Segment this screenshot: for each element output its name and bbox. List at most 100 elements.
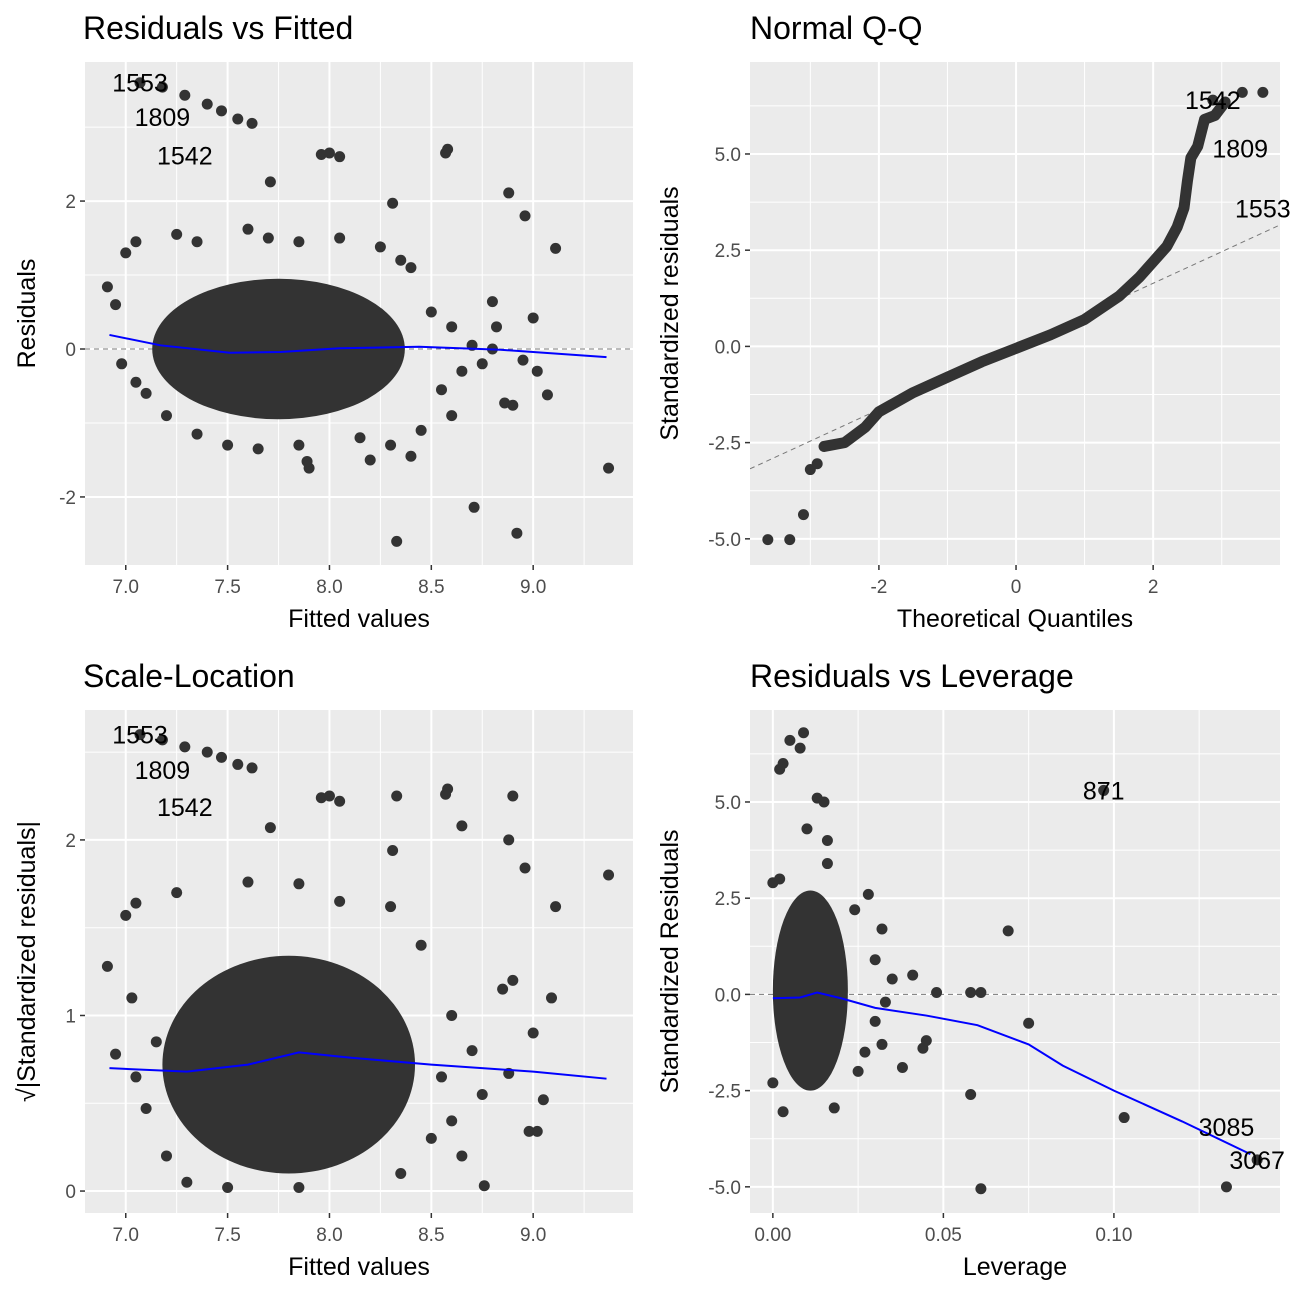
data-point <box>264 822 276 834</box>
y-tick-label: 2.5 <box>715 241 741 262</box>
data-point <box>156 734 168 746</box>
data-point <box>134 729 146 741</box>
point-label: 3085 <box>1199 1114 1255 1142</box>
x-tick-label: 8.0 <box>316 1225 342 1246</box>
data-point <box>1236 86 1248 98</box>
y-tick-label: 0 <box>65 340 76 361</box>
data-point <box>446 1009 458 1021</box>
data-point <box>160 410 172 422</box>
data-point <box>440 147 452 159</box>
point-label: 3067 <box>1229 1147 1285 1175</box>
data-point <box>385 901 397 913</box>
point-label: 871 <box>1083 777 1125 805</box>
panel-3: 7.0 7.5 8.0 8.5 9.0 0 1 2 1553 1809 1542 Fitted val… <box>13 710 633 1281</box>
data-point <box>150 1036 162 1048</box>
y-tick-label: 1 <box>65 1006 76 1027</box>
panel-title-normal-qq: Normal Q-Q <box>750 10 923 46</box>
data-point <box>405 262 417 274</box>
plot-area <box>750 86 1280 546</box>
data-point <box>301 455 313 467</box>
data-point <box>503 834 515 846</box>
data-point <box>405 450 417 462</box>
point-label: 1553 <box>112 70 168 98</box>
data-point <box>171 887 183 899</box>
x-tick-label: 0.05 <box>925 1225 962 1246</box>
data-point <box>1220 1181 1232 1193</box>
data-point <box>436 384 448 396</box>
data-point <box>818 796 830 808</box>
data-point <box>503 187 515 199</box>
smooth-line <box>109 333 607 359</box>
data-point <box>191 428 203 440</box>
y-axis-label: Standardized Residuals <box>656 829 684 1093</box>
data-point <box>215 105 227 117</box>
data-point <box>879 996 891 1008</box>
data-point <box>828 1102 840 1114</box>
data-point <box>425 1132 437 1144</box>
data-point <box>907 969 919 981</box>
data-point <box>527 312 539 324</box>
data-point <box>774 873 786 885</box>
y-tick-label: 2 <box>65 831 76 852</box>
data-point <box>537 1094 549 1106</box>
data-point <box>387 844 399 856</box>
data-point <box>425 306 437 318</box>
data-point <box>391 535 403 547</box>
x-tick-label: 9.0 <box>520 577 546 598</box>
x-tick-label: 9.0 <box>520 1225 546 1246</box>
y-tick-label: 0 <box>65 1182 76 1203</box>
data-point <box>1002 925 1014 937</box>
data-point <box>466 1045 478 1057</box>
data-point <box>293 1182 305 1194</box>
x-tick-label: -2 <box>870 577 887 598</box>
data-point <box>120 247 132 259</box>
data-point <box>975 986 987 998</box>
data-point <box>550 901 562 913</box>
data-point <box>130 1071 142 1083</box>
plot-area <box>750 727 1280 1195</box>
data-point <box>215 751 227 763</box>
data-point <box>446 410 458 422</box>
data-point <box>232 758 244 770</box>
data-point <box>446 321 458 333</box>
data-point <box>478 1180 490 1192</box>
data-point <box>323 147 335 159</box>
data-point <box>931 986 943 998</box>
x-axis-label: Leverage <box>963 1253 1067 1281</box>
data-point <box>246 117 258 129</box>
data-point <box>391 790 403 802</box>
y-tick-label: 5.0 <box>715 145 741 166</box>
data-point <box>975 1183 987 1195</box>
data-point <box>965 1088 977 1100</box>
data-point <box>440 788 452 800</box>
y-tick-label: -2.5 <box>708 1082 741 1103</box>
data-point <box>886 973 898 985</box>
data-point <box>456 1150 468 1162</box>
data-point <box>767 1077 779 1089</box>
data-point <box>527 1027 539 1039</box>
data-point <box>507 790 519 802</box>
x-tick-label: 8.0 <box>316 577 342 598</box>
data-point <box>869 954 881 966</box>
data-point <box>1118 1112 1130 1124</box>
data-point <box>130 897 142 909</box>
dense-point-cloud <box>162 955 416 1174</box>
x-tick-label: 8.5 <box>418 577 444 598</box>
data-point <box>550 242 562 254</box>
data-point <box>222 1182 234 1194</box>
y-tick-label: 0.0 <box>715 337 741 358</box>
data-point <box>821 834 833 846</box>
data-point <box>116 358 128 370</box>
data-point <box>762 534 774 546</box>
data-point <box>1257 86 1269 98</box>
data-point <box>852 1065 864 1077</box>
data-point <box>232 113 244 125</box>
data-point <box>246 762 258 774</box>
data-point <box>110 299 122 311</box>
panel-1: 7.0 7.5 8.0 8.5 9.0 -2 0 2 1553 1809 1542 Fitted va… <box>13 62 633 633</box>
data-point <box>264 176 276 188</box>
data-point <box>415 939 427 951</box>
data-point <box>191 236 203 248</box>
data-point <box>364 454 376 466</box>
